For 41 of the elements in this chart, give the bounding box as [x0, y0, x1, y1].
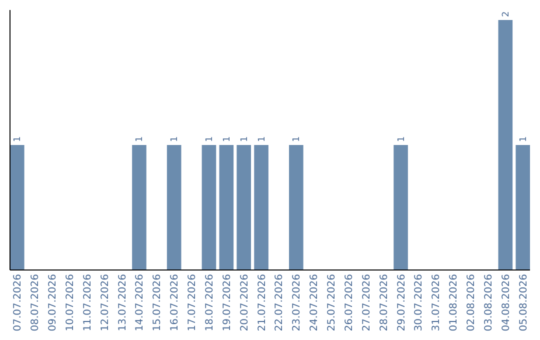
x-tick-label: 31.07.2026 [431, 274, 442, 332]
x-tick-label: 02.08.2026 [466, 274, 478, 332]
x-tick-label: 22.07.2026 [274, 274, 286, 332]
x-tick-label: 01.08.2026 [448, 274, 460, 332]
x-tick-label: 17.07.2026 [187, 274, 198, 332]
x-tick-label: 29.07.2026 [396, 274, 408, 332]
data-label: 2 [501, 11, 512, 17]
x-tick-label: 28.07.2026 [378, 274, 390, 332]
x-tick-label: 23.07.2026 [292, 274, 303, 332]
x-tick-label: 12.07.2026 [100, 274, 111, 332]
x-tick-label: 30.07.2026 [414, 274, 425, 332]
data-label: 1 [240, 136, 250, 142]
x-tick-label: 14.07.2026 [134, 274, 146, 332]
x-tick-label: 25.07.2026 [326, 274, 338, 332]
x-tick-label: 24.07.2026 [309, 274, 320, 332]
x-tick-label: 19.07.2026 [222, 274, 233, 332]
data-label: 1 [257, 136, 268, 142]
x-tick-label: 04.08.2026 [500, 274, 512, 332]
data-label: 1 [204, 136, 215, 142]
x-tick-label: 18.07.2026 [204, 274, 216, 332]
x-tick-label: 08.07.2026 [30, 274, 42, 332]
data-label: 1 [518, 136, 529, 142]
x-tick-label: 03.08.2026 [483, 274, 494, 332]
x-tick-label: 20.07.2026 [239, 274, 250, 332]
data-label: 1 [292, 136, 302, 142]
data-label: 1 [222, 136, 232, 142]
data-label: 1 [135, 136, 146, 142]
x-tick-label: 15.07.2026 [152, 274, 164, 332]
x-tick-label: 09.07.2026 [48, 274, 59, 332]
x-tick-label: 16.07.2026 [170, 274, 181, 332]
x-tick-label: 10.07.2026 [64, 274, 76, 332]
data-label: 1 [13, 136, 24, 142]
x-tick-label: 11.07.2026 [82, 274, 94, 332]
x-tick-label: 27.07.2026 [361, 274, 372, 332]
data-label: 1 [396, 136, 407, 142]
x-tick-label: 26.07.2026 [344, 274, 355, 332]
x-tick-label: 07.07.2026 [12, 274, 24, 332]
data-label: 1 [170, 136, 180, 142]
x-tick-label: 21.07.2026 [256, 274, 268, 332]
x-tick-label: 05.08.2026 [518, 274, 530, 332]
x-tick-label: 13.07.2026 [117, 274, 128, 332]
